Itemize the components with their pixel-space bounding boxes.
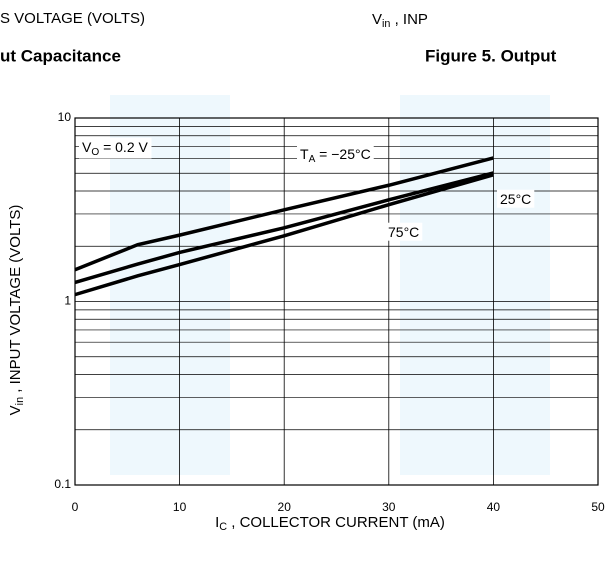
series-line [74, 173, 494, 297]
x-axis-label-part: I [215, 514, 219, 531]
header-text-part: , INP [390, 11, 428, 28]
curve-label-bg [497, 189, 535, 208]
curve-label-bg [385, 222, 423, 241]
x-axis-label-part: , COLLECTOR CURRENT (mA) [227, 514, 445, 531]
x-tick-label: 50 [591, 500, 605, 514]
annotation-part: V [82, 139, 92, 155]
y-axis-label-part: in [14, 397, 26, 405]
header-caption: Figure 5. Output [425, 46, 557, 65]
x-tick-label: 0 [72, 500, 79, 514]
plot-frame [74, 117, 599, 486]
x-tick-label: 20 [278, 500, 292, 514]
curve-label-part: = −25°C [315, 146, 370, 162]
y-tick-label: 0.1 [54, 477, 71, 491]
curve-label-part: 25°C [500, 191, 531, 207]
header-text-part: V [372, 11, 382, 28]
curve-label-part: T [300, 146, 309, 162]
curve-label: TA = −25°C [300, 146, 371, 165]
annotation-part: O [91, 147, 99, 158]
x-tick-label: 40 [487, 500, 501, 514]
header-caption: ut Capacitance [0, 46, 121, 65]
x-tick-label: 30 [382, 500, 396, 514]
y-axis-label-part: , INPUT VOLTAGE (VOLTS) [7, 205, 24, 397]
curve-label-part: 75°C [388, 224, 419, 240]
header-text-part: in [382, 18, 390, 30]
header-text: S VOLTAGE (VOLTS) [0, 10, 145, 27]
x-axis-label: IC , COLLECTOR CURRENT (mA) [215, 514, 445, 533]
series-line [74, 156, 494, 272]
curve-label-part: A [309, 154, 316, 165]
series-line [74, 171, 494, 285]
curve-label: 25°C [500, 191, 531, 207]
curve-label: 75°C [388, 224, 419, 240]
annotation-part: = 0.2 V [99, 139, 148, 155]
annotation: VO = 0.2 V [82, 139, 148, 158]
y-tick-label: 1 [64, 294, 71, 308]
x-axis-label-part: C [219, 521, 227, 533]
header-text: Vin , INP [372, 11, 428, 30]
watermark [400, 95, 550, 475]
y-axis-label-part: V [7, 405, 24, 415]
annotation-bg [79, 137, 152, 159]
y-axis-label: Vin , INPUT VOLTAGE (VOLTS) [7, 205, 26, 416]
curve-label-bg [297, 144, 374, 166]
x-tick-label: 10 [173, 500, 187, 514]
y-tick-label: 10 [58, 110, 72, 124]
